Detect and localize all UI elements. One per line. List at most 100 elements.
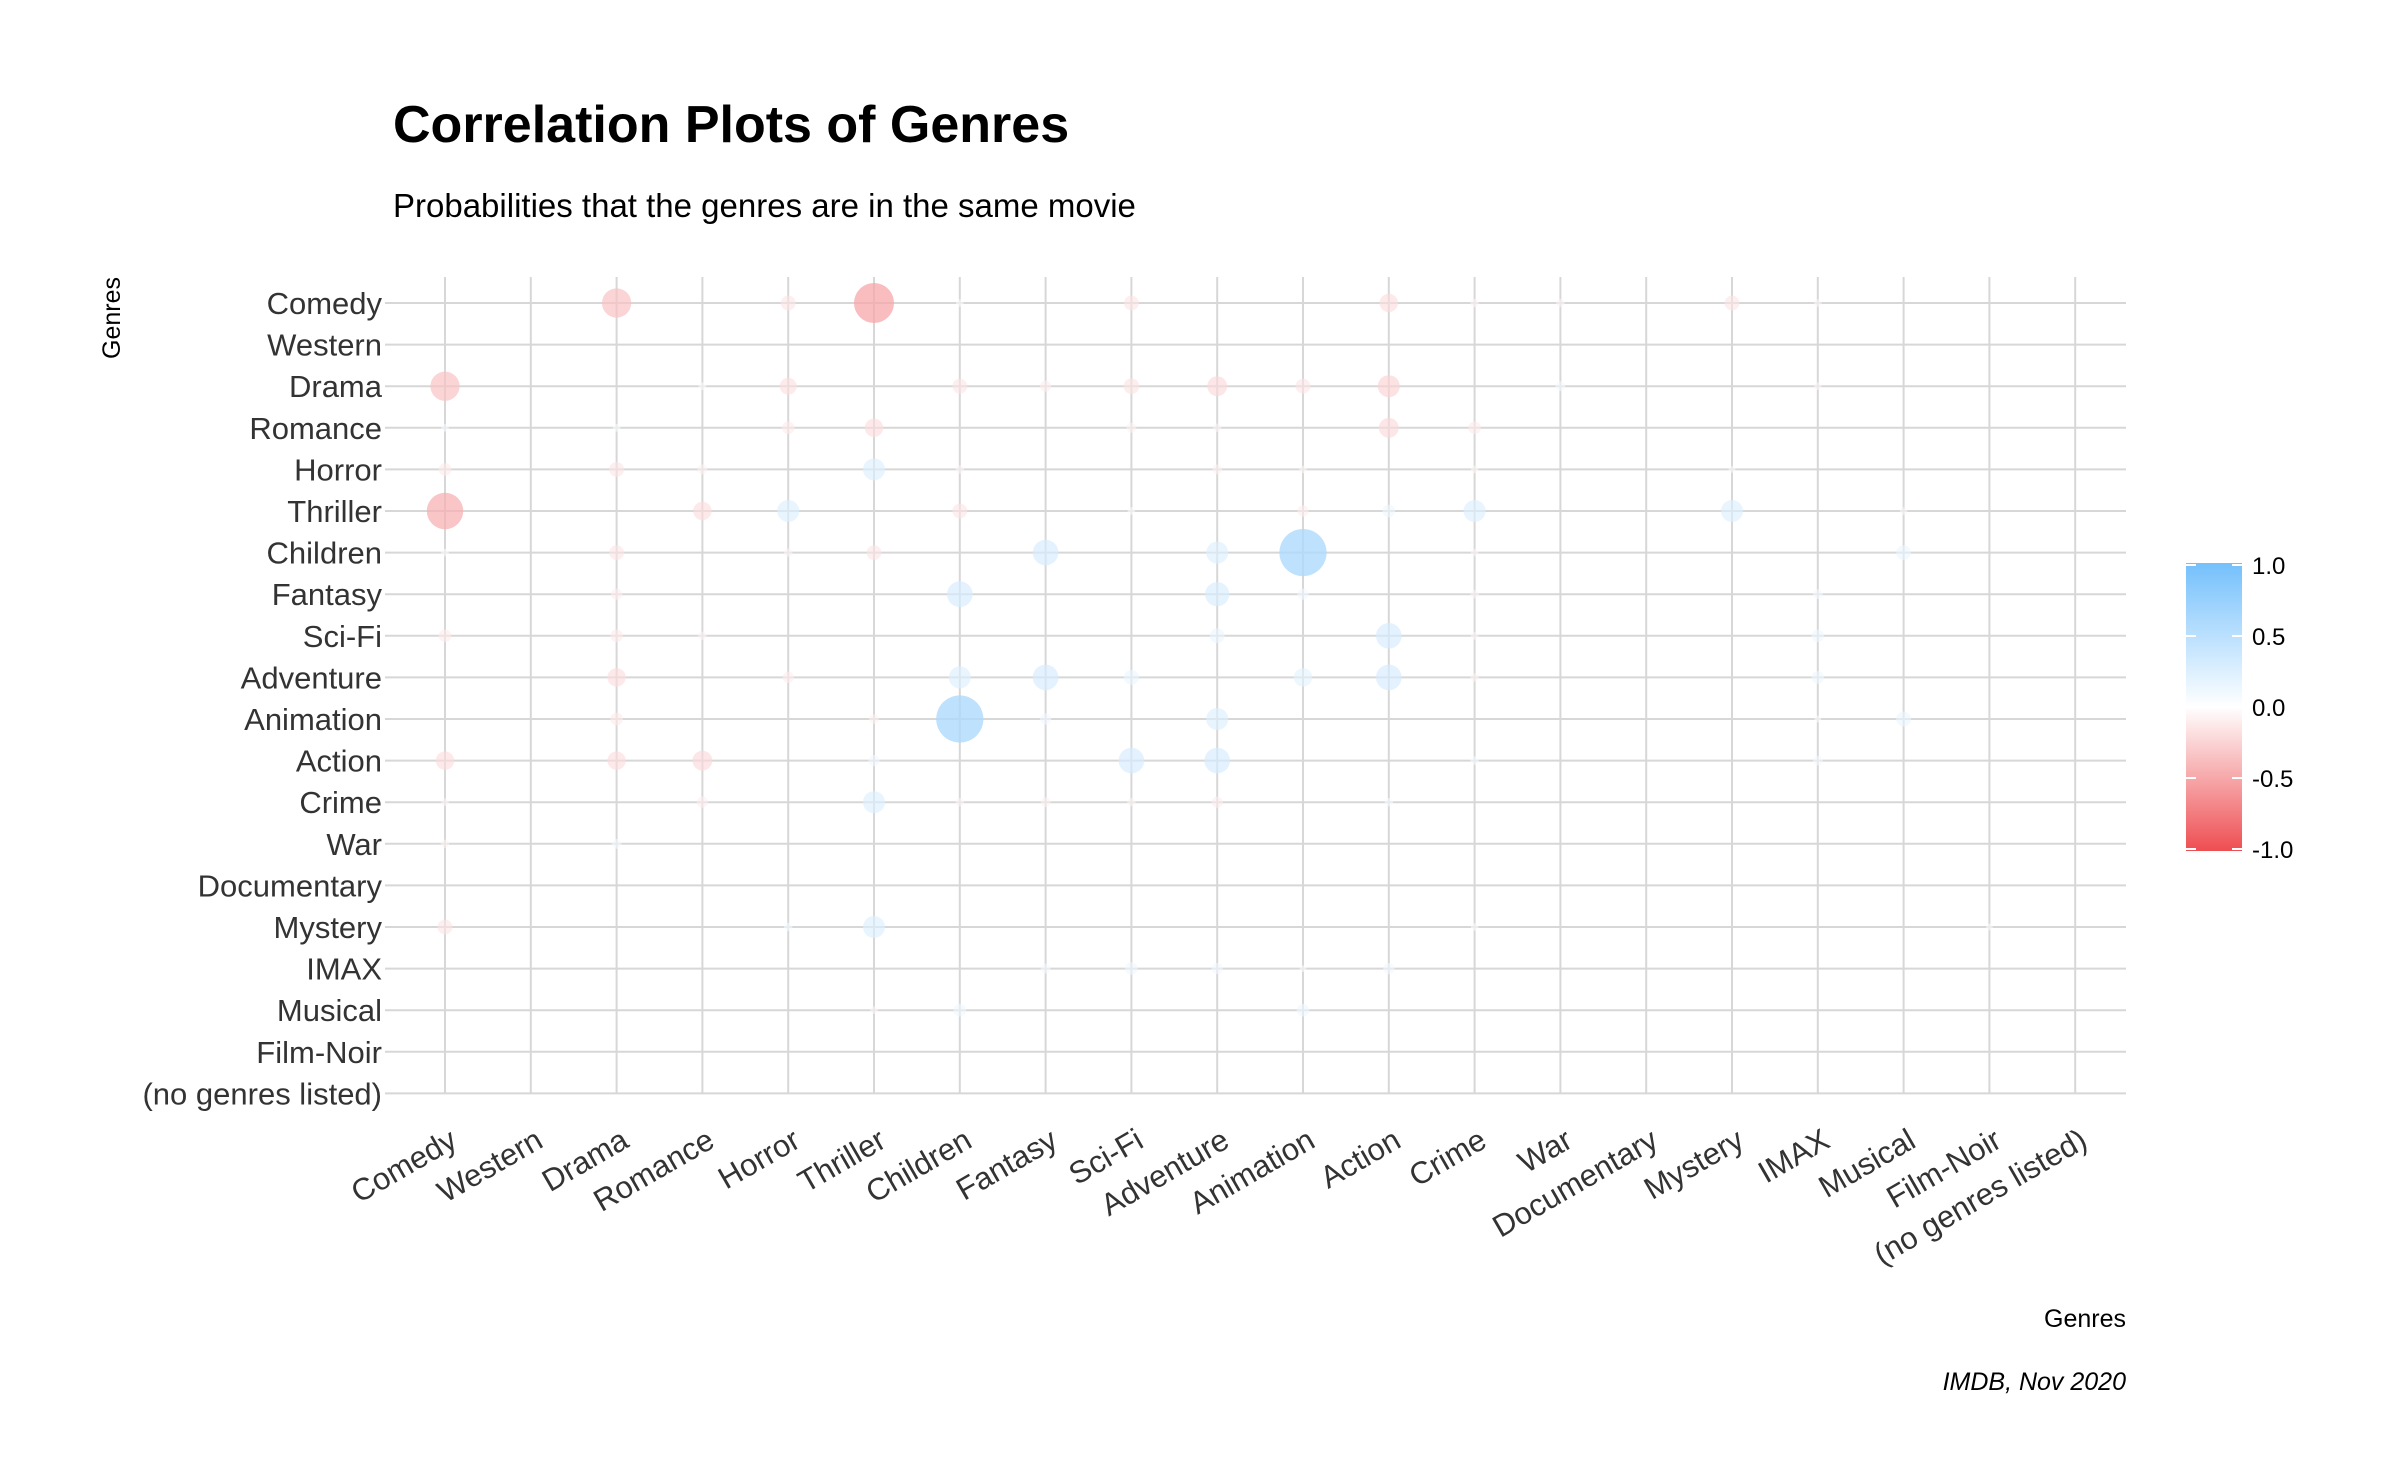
data-point — [1125, 962, 1138, 975]
y-tick-label: Film-Noir — [256, 1035, 382, 1070]
data-point — [784, 922, 793, 932]
y-tick-label: Fantasy — [272, 577, 383, 612]
data-point — [1296, 1003, 1310, 1017]
chart-caption: IMDB, Nov 2020 — [1943, 1368, 2127, 1396]
data-point — [1124, 670, 1139, 685]
grid-lines — [385, 277, 2126, 1095]
x-tick-label: Crime — [1403, 1122, 1492, 1194]
legend-tick-label: -1.0 — [2252, 837, 2293, 864]
data-point — [692, 750, 713, 771]
data-point — [1040, 963, 1051, 974]
data-point — [784, 548, 793, 557]
data-point — [1812, 589, 1823, 600]
data-point — [1299, 465, 1307, 474]
data-point — [607, 668, 626, 687]
data-point — [1470, 548, 1479, 557]
y-axis-title: Genres — [98, 277, 126, 359]
chart-title: Correlation Plots of Genres — [393, 96, 1069, 154]
data-point — [430, 371, 460, 401]
data-point — [438, 463, 452, 476]
y-tick-label: Horror — [294, 452, 382, 487]
x-tick-label: Documentary — [1487, 1122, 1665, 1245]
data-point — [1814, 715, 1822, 723]
data-point — [1205, 582, 1230, 607]
data-point — [426, 492, 464, 530]
data-point — [1376, 623, 1402, 649]
data-point — [698, 382, 707, 391]
data-point — [1206, 541, 1229, 564]
data-point — [602, 288, 632, 318]
data-point — [1211, 796, 1223, 808]
chart-subtitle: Probabilities that the genres are in the… — [393, 187, 1136, 224]
y-tick-label: Animation — [244, 702, 382, 737]
y-tick-label: Romance — [249, 411, 382, 446]
data-point — [696, 796, 709, 808]
y-tick-label: Mystery — [274, 910, 383, 945]
data-point — [1040, 797, 1051, 808]
data-point — [1724, 295, 1740, 311]
data-point — [609, 545, 624, 560]
data-point — [1127, 507, 1136, 515]
data-point — [1811, 629, 1825, 643]
data-point — [779, 377, 797, 395]
data-point — [1986, 923, 1993, 931]
data-point — [1470, 298, 1479, 308]
data-point — [1297, 505, 1309, 517]
data-point — [1470, 673, 1479, 682]
data-point — [1209, 628, 1225, 644]
data-point — [441, 548, 449, 557]
x-axis-title: Genres — [2044, 1305, 2126, 1333]
data-point — [780, 295, 796, 311]
data-point — [1470, 756, 1479, 765]
data-point — [1126, 422, 1137, 433]
data-point — [1814, 299, 1822, 307]
color-legend: 1.0 0.5 0.0 -0.5 -1.0 — [2186, 553, 2293, 864]
data-point — [863, 916, 885, 938]
y-tick-label: (no genres listed) — [142, 1076, 382, 1111]
y-tick-label: Thriller — [287, 494, 382, 529]
data-point — [1295, 378, 1311, 394]
data-point — [441, 424, 449, 432]
x-tick-label: Mystery — [1638, 1122, 1750, 1207]
data-point — [956, 299, 964, 307]
legend-tick-label: -0.5 — [2252, 766, 2293, 793]
x-tick-label: Action — [1314, 1122, 1406, 1195]
data-point — [440, 839, 450, 848]
data-point — [1293, 668, 1313, 687]
data-point — [1555, 381, 1566, 392]
data-point — [936, 695, 984, 743]
data-point — [609, 462, 624, 477]
data-point — [435, 751, 455, 770]
data-point — [868, 755, 880, 767]
data-point — [1204, 747, 1230, 774]
data-point — [1470, 632, 1479, 640]
data-point — [1814, 382, 1822, 391]
y-axis-ticks: Comedy Western Drama Romance Horror Thriller C… — [142, 286, 382, 1111]
data-point — [1032, 539, 1059, 566]
data-point — [611, 838, 622, 849]
data-point — [1207, 376, 1228, 397]
data-point — [1896, 545, 1911, 560]
data-point — [1468, 421, 1481, 435]
data-point — [947, 581, 973, 607]
data-point — [955, 465, 964, 474]
data-point — [955, 798, 964, 807]
data-point — [948, 666, 971, 689]
data-point — [1040, 380, 1052, 392]
data-point — [1556, 298, 1565, 308]
y-tick-label: Comedy — [267, 286, 383, 321]
data-point — [781, 421, 795, 435]
data-point — [610, 712, 623, 726]
y-tick-label: Adventure — [241, 660, 382, 695]
y-tick-label: Children — [267, 536, 382, 571]
data-point — [1470, 923, 1479, 931]
data-point — [610, 629, 623, 643]
data-point — [1896, 711, 1911, 727]
data-point — [1899, 507, 1908, 515]
data-point — [777, 500, 800, 522]
data-point — [863, 791, 885, 814]
data-point — [952, 503, 968, 519]
data-point — [693, 501, 712, 521]
legend-tick-label: 0.5 — [2252, 624, 2285, 651]
